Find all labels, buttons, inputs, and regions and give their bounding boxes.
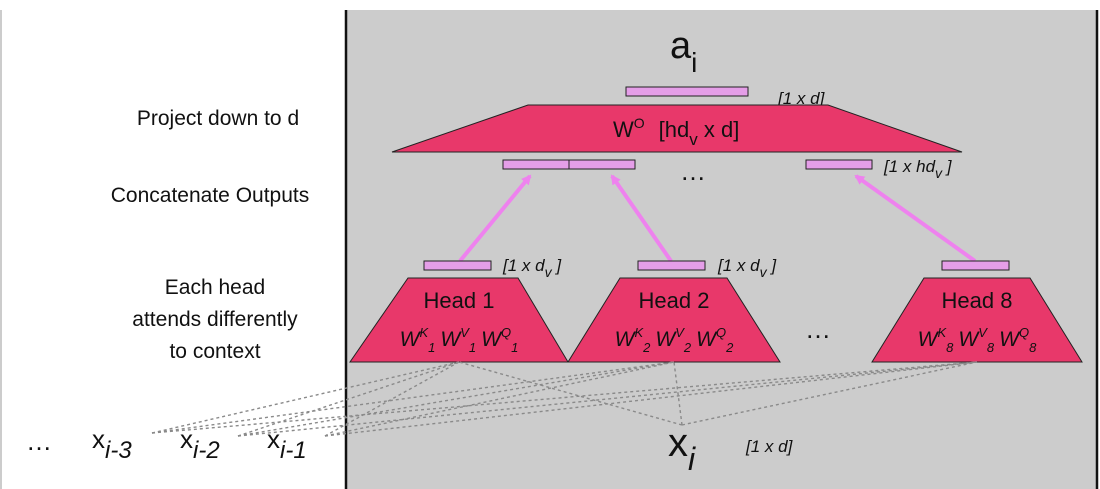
concat-bar-8 <box>805 159 873 170</box>
head8-trapezoid <box>871 277 1083 363</box>
head1-output-bar <box>423 260 492 271</box>
concat-ellipsis: … <box>680 156 706 186</box>
label-each-head-3: to context <box>169 340 260 363</box>
arrow-head8 <box>854 174 977 263</box>
input-x-i-1: xi-1 <box>267 424 307 464</box>
concat-bar-1 <box>502 159 570 170</box>
head2-weights: WK2 WV2 WQ2 <box>615 325 734 355</box>
head1-dim: [1 x dv ] <box>502 256 562 280</box>
arrow-head2 <box>610 174 673 263</box>
label-project-down: Project down to d <box>137 107 299 130</box>
projection-label: WO [hdv x d] <box>613 115 739 149</box>
head8-weights: WK8 WV8 WQ8 <box>918 325 1037 355</box>
head1-weights: WK1 WV1 WQ1 <box>400 325 519 355</box>
arrow-head1 <box>458 174 532 263</box>
input-x-i-3: xi-3 <box>92 424 132 464</box>
output-label: ai <box>670 25 697 78</box>
input-connections <box>151 361 978 437</box>
input-x-i: xi <box>668 421 696 477</box>
concat-dim: [1 x hdv ] <box>883 157 953 181</box>
head2-dim: [1 x dv ] <box>717 256 777 280</box>
label-concatenate: Concatenate Outputs <box>111 184 309 207</box>
head2-output-bar <box>637 260 706 271</box>
projection-trapezoid <box>391 104 963 153</box>
label-each-head-2: attends differently <box>132 308 298 331</box>
head2-title: Head 2 <box>639 288 710 313</box>
head8-title: Head 8 <box>942 288 1013 313</box>
input-dim: [1 x d] <box>745 437 794 456</box>
input-x-i-2: xi-2 <box>180 424 220 464</box>
head8-output-bar <box>941 260 1010 271</box>
attention-panel <box>346 10 1098 489</box>
inputs-ellipsis: … <box>26 426 52 456</box>
output-dim: [1 x d] <box>777 89 826 108</box>
output-bar <box>625 86 749 97</box>
head1-title: Head 1 <box>424 288 495 313</box>
output-sub: i <box>691 47 697 78</box>
label-each-head-1: Each head <box>165 276 265 299</box>
heads-ellipsis: … <box>805 314 831 344</box>
concat-bar-2 <box>568 159 636 170</box>
output-base: a <box>670 25 692 67</box>
head2-trapezoid <box>567 277 781 363</box>
